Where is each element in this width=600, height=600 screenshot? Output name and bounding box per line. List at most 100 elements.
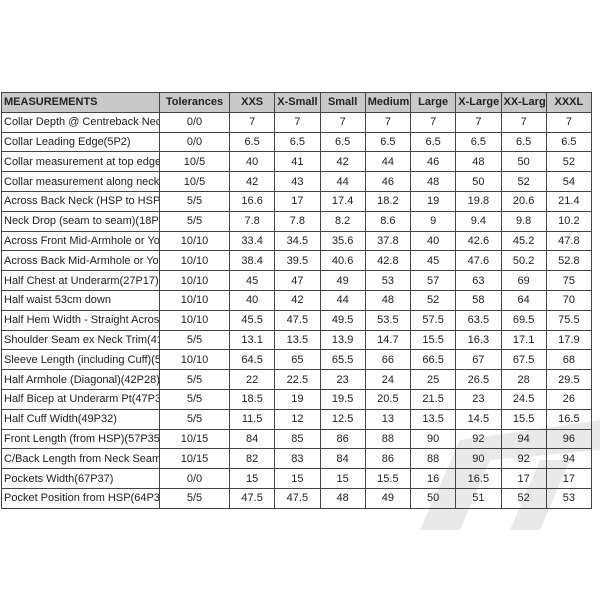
measurement-name: Collar Depth @ Centreback Neck(3 bbox=[1, 111, 160, 133]
size-value-cell: 26.5 bbox=[455, 369, 502, 390]
size-value-cell: 17 bbox=[545, 468, 593, 489]
column-header: X-Large bbox=[455, 92, 502, 113]
size-value-cell: 13.9 bbox=[319, 329, 366, 351]
tolerance-cell: 5/5 bbox=[159, 210, 230, 232]
size-value-cell: 15.5 bbox=[500, 408, 547, 430]
size-value-cell: 19 bbox=[274, 388, 321, 410]
table-row: Half Hem Width - Straight Across(3 10/10 4… bbox=[1, 309, 593, 331]
tolerance-cell: 5/5 bbox=[159, 487, 230, 509]
size-value-cell: 48 bbox=[319, 487, 366, 509]
column-header: Large bbox=[409, 92, 457, 113]
size-value-cell: 47.5 bbox=[274, 309, 321, 331]
size-value-cell: 70 bbox=[545, 289, 593, 311]
size-value-cell: 52 bbox=[500, 487, 547, 509]
size-value-cell: 67 bbox=[455, 349, 502, 371]
size-value-cell: 15.5 bbox=[409, 329, 457, 351]
size-value-cell: 64 bbox=[500, 289, 547, 311]
size-value-cell: 49.5 bbox=[319, 309, 366, 331]
size-value-cell: 7 bbox=[545, 111, 593, 133]
size-value-cell: 66.5 bbox=[409, 349, 457, 371]
size-value-cell: 90 bbox=[409, 428, 457, 450]
measurement-name: Collar measurement at top edge - bbox=[1, 151, 160, 173]
size-value-cell: 52 bbox=[500, 171, 547, 192]
table-row: Sleeve Length (including Cuff)(52P 10/10 6… bbox=[1, 349, 593, 371]
size-value-cell: 51 bbox=[455, 487, 502, 509]
size-value-cell: 6.5 bbox=[545, 131, 593, 153]
column-header: Small bbox=[319, 92, 366, 113]
size-value-cell: 6.5 bbox=[500, 131, 547, 153]
tolerance-cell: 10/10 bbox=[159, 250, 230, 272]
size-value-cell: 69.5 bbox=[500, 309, 547, 331]
size-value-cell: 40 bbox=[409, 230, 457, 252]
table-row: Collar measurement along neck se 10/5 42 43… bbox=[1, 171, 593, 192]
size-value-cell: 17.4 bbox=[319, 190, 366, 212]
size-value-cell: 17.9 bbox=[545, 329, 593, 351]
size-value-cell: 7 bbox=[274, 111, 321, 133]
size-value-cell: 26 bbox=[545, 388, 593, 410]
size-value-cell: 94 bbox=[500, 428, 547, 450]
column-header: XX-Larg bbox=[500, 92, 547, 113]
size-value-cell: 7 bbox=[319, 111, 366, 133]
table-row: Half waist 53cm down 10/10 40 42 44 48 52 58 64 7… bbox=[1, 289, 593, 311]
measurement-name: Sleeve Length (including Cuff)(52P bbox=[1, 349, 160, 371]
size-value-cell: 9 bbox=[409, 210, 457, 232]
size-value-cell: 47.5 bbox=[274, 487, 321, 509]
tolerance-cell: 0/0 bbox=[159, 468, 230, 489]
size-value-cell: 13 bbox=[364, 408, 412, 430]
tolerance-cell: 10/10 bbox=[159, 289, 230, 311]
size-value-cell: 63.5 bbox=[455, 309, 502, 331]
size-value-cell: 40.6 bbox=[319, 250, 366, 272]
size-value-cell: 42 bbox=[228, 171, 276, 192]
size-value-cell: 25 bbox=[409, 369, 457, 390]
size-value-cell: 48 bbox=[409, 171, 457, 192]
size-value-cell: 20.5 bbox=[364, 388, 412, 410]
measurement-name: Half waist 53cm down bbox=[1, 289, 160, 311]
size-value-cell: 44 bbox=[319, 171, 366, 192]
tolerance-cell: 5/5 bbox=[159, 369, 230, 390]
size-value-cell: 22 bbox=[228, 369, 276, 390]
size-value-cell: 40 bbox=[228, 289, 276, 311]
table-row: Half Bicep at Underarm Pt(47P31) 5/5 18.5 1… bbox=[1, 388, 593, 410]
size-value-cell: 16.5 bbox=[545, 408, 593, 430]
size-value-cell: 63 bbox=[455, 270, 502, 291]
table-row: Collar Depth @ Centreback Neck(3 0/0 7 7 7 7 7… bbox=[1, 111, 593, 133]
size-value-cell: 34.5 bbox=[274, 230, 321, 252]
size-value-cell: 7 bbox=[409, 111, 457, 133]
size-value-cell: 23 bbox=[319, 369, 366, 390]
size-value-cell: 11.5 bbox=[228, 408, 276, 430]
size-value-cell: 94 bbox=[545, 448, 593, 470]
column-header: XXXL bbox=[545, 92, 593, 113]
size-value-cell: 6.5 bbox=[455, 131, 502, 153]
size-value-cell: 84 bbox=[228, 428, 276, 450]
measurement-name: C/Back Length from Neck Seam(6 bbox=[1, 448, 160, 470]
size-value-cell: 41 bbox=[274, 151, 321, 173]
measurement-name: Pockets Width(67P37) bbox=[1, 468, 160, 489]
size-value-cell: 82 bbox=[228, 448, 276, 470]
size-value-cell: 64.5 bbox=[228, 349, 276, 371]
size-value-cell: 20.6 bbox=[500, 190, 547, 212]
size-value-cell: 42 bbox=[319, 151, 366, 173]
size-value-cell: 22.5 bbox=[274, 369, 321, 390]
tolerance-cell: 10/10 bbox=[159, 349, 230, 371]
size-value-cell: 47.5 bbox=[228, 487, 276, 509]
size-value-cell: 65 bbox=[274, 349, 321, 371]
size-value-cell: 19 bbox=[409, 190, 457, 212]
measurement-name: Half Bicep at Underarm Pt(47P31) bbox=[1, 388, 160, 410]
measurement-name: Half Chest at Underarm(27P17) bbox=[1, 270, 160, 291]
size-value-cell: 92 bbox=[455, 428, 502, 450]
size-value-cell: 6.5 bbox=[364, 131, 412, 153]
size-value-cell: 14.7 bbox=[364, 329, 412, 351]
size-value-cell: 44 bbox=[364, 151, 412, 173]
size-value-cell: 53 bbox=[545, 487, 593, 509]
column-header: Tolerances bbox=[159, 92, 230, 113]
measurement-name: Half Cuff Width(49P32) bbox=[1, 408, 160, 430]
size-value-cell: 29.5 bbox=[545, 369, 593, 390]
size-value-cell: 50 bbox=[455, 171, 502, 192]
size-value-cell: 42.8 bbox=[364, 250, 412, 272]
table-row: Half Chest at Underarm(27P17) 10/10 45 47 49… bbox=[1, 270, 593, 291]
table-row: Neck Drop (seam to seam)(18P10) 5/5 7.8 7.8… bbox=[1, 210, 593, 232]
size-value-cell: 57 bbox=[409, 270, 457, 291]
size-value-cell: 12 bbox=[274, 408, 321, 430]
size-value-cell: 14.5 bbox=[455, 408, 502, 430]
tolerance-cell: 5/5 bbox=[159, 408, 230, 430]
